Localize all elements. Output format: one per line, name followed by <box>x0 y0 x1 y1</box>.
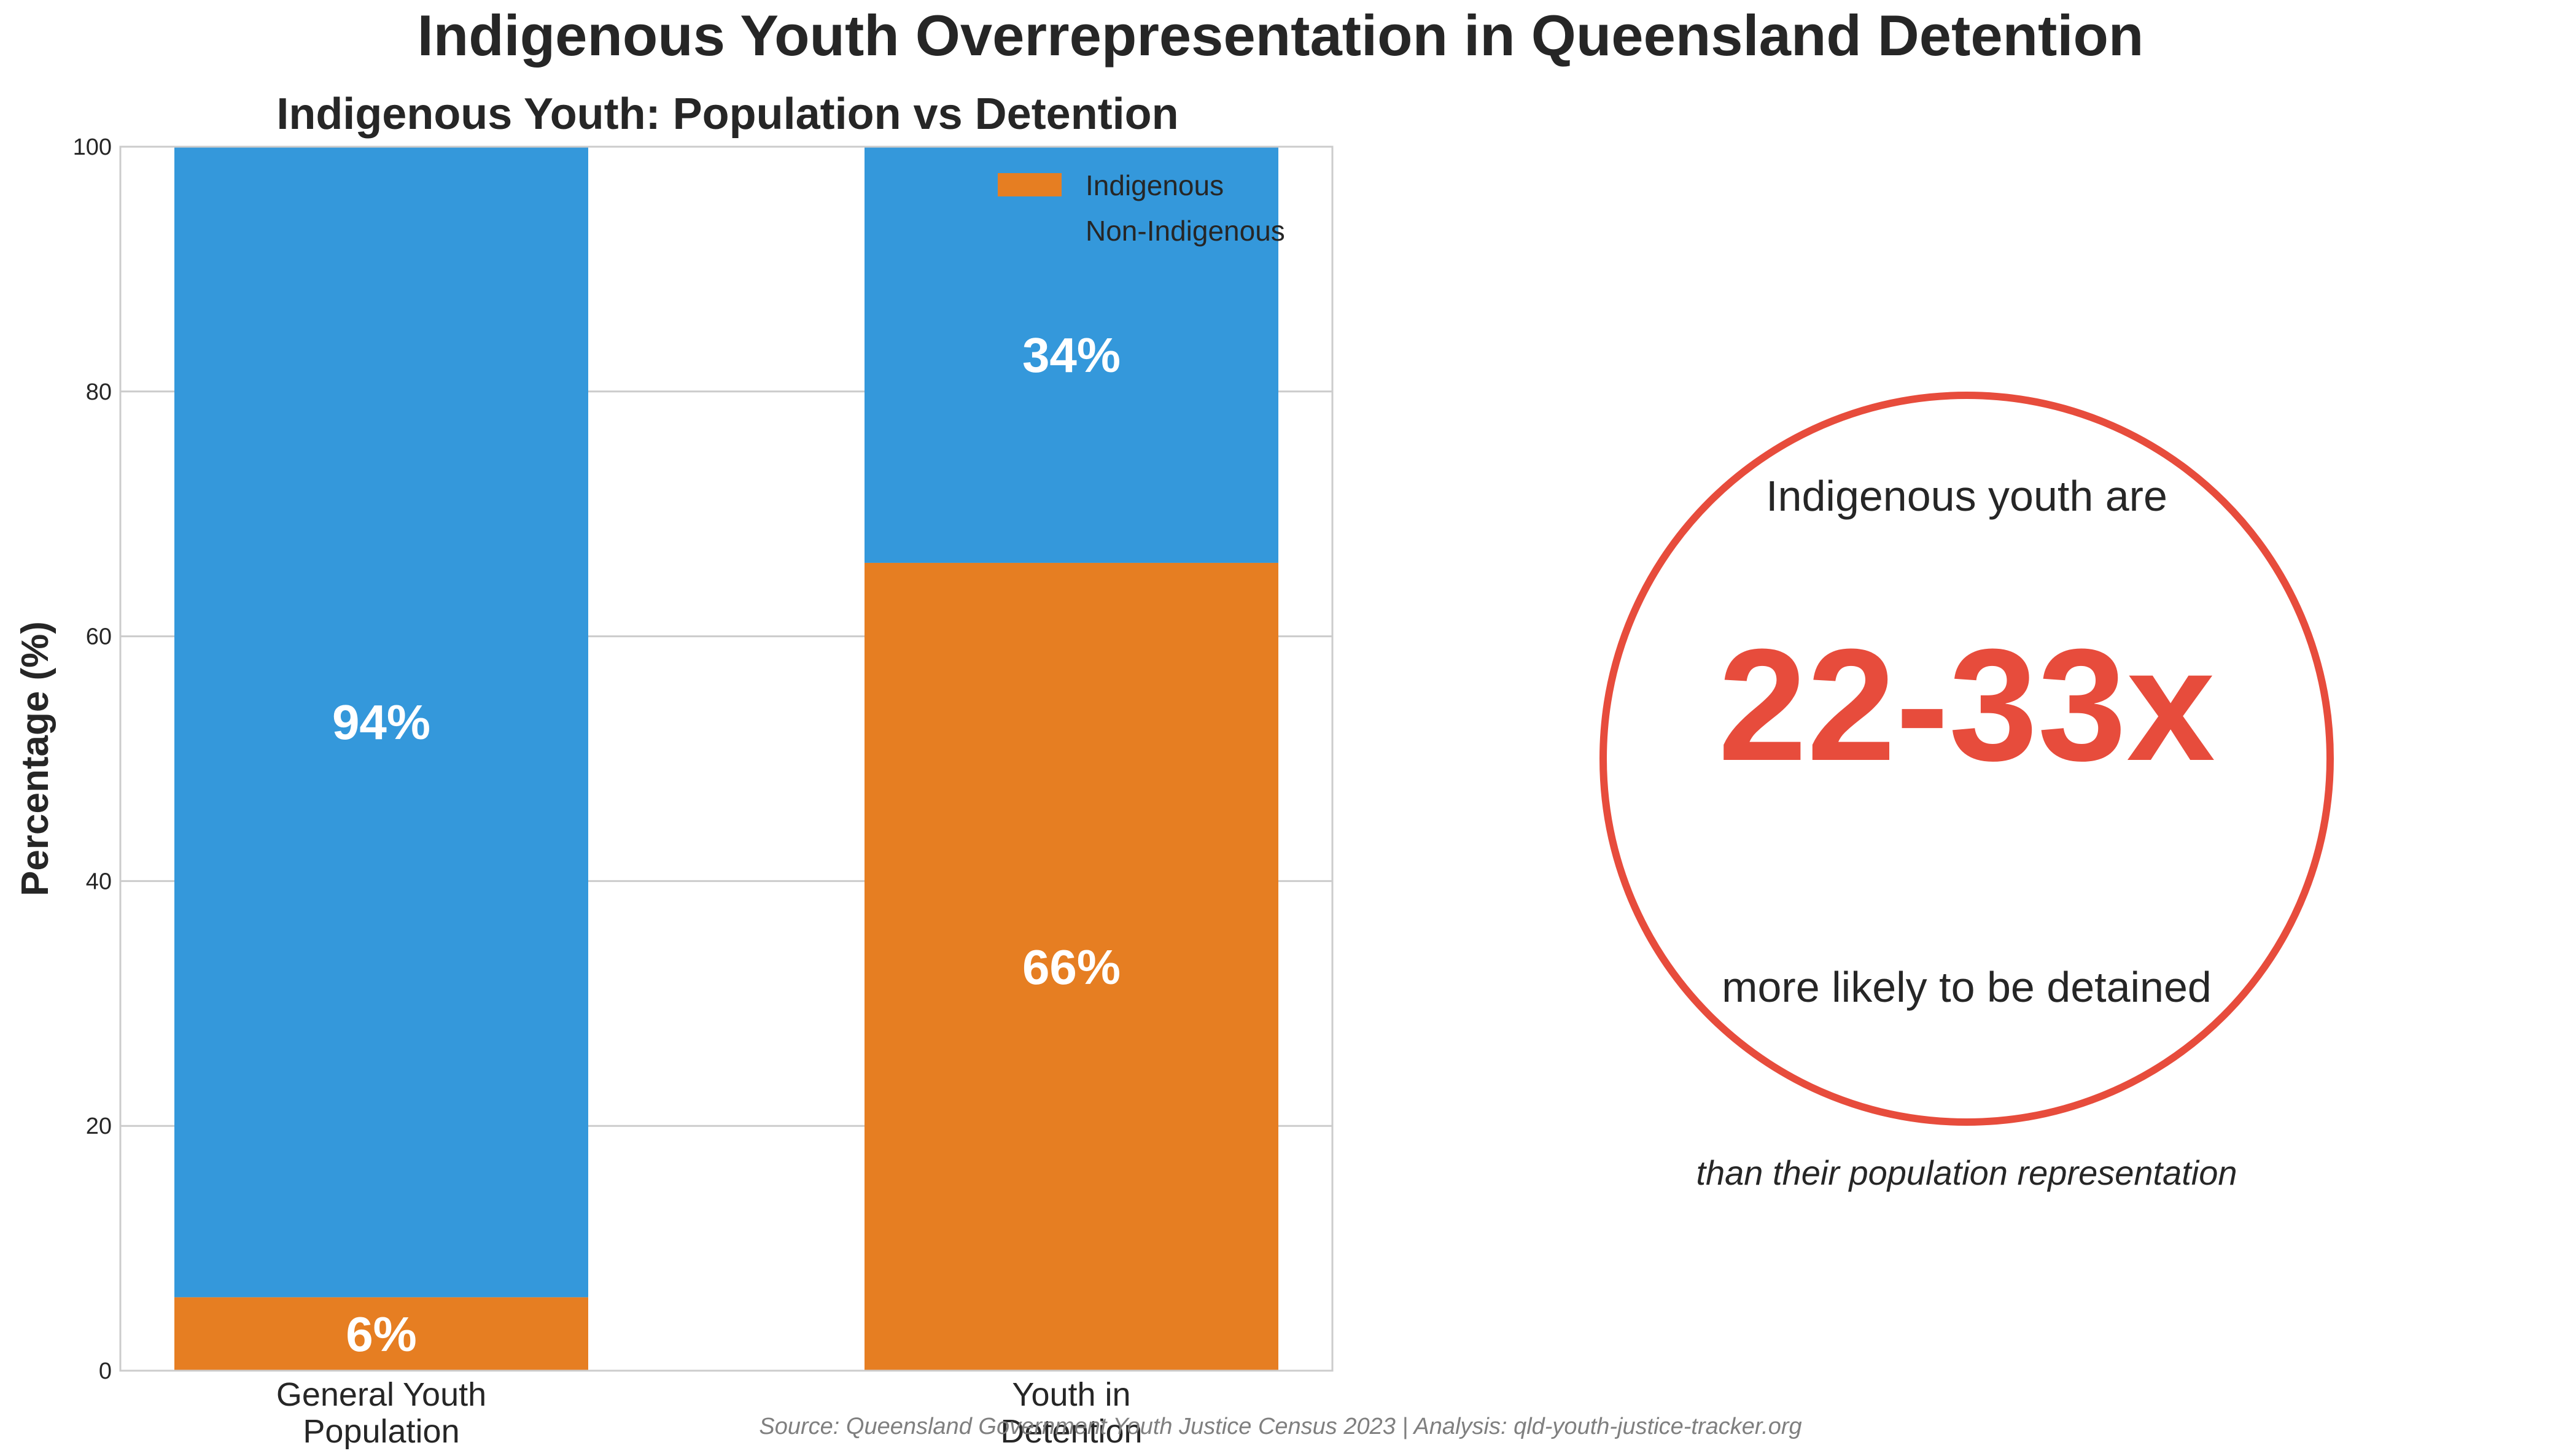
bar-segment <box>174 1297 588 1371</box>
bar-segment <box>865 147 1278 563</box>
callout-circle <box>1599 392 2334 1126</box>
y-tick-label: 80 <box>86 379 112 405</box>
bar-segment <box>174 147 588 1298</box>
bar-value-label: 94% <box>332 695 430 749</box>
legend-swatch-indigenous <box>998 173 1062 196</box>
y-tick-label: 0 <box>99 1358 112 1384</box>
y-axis-ticks: 0 20 40 60 80 100 <box>73 134 112 1384</box>
y-tick-label: 20 <box>86 1113 112 1139</box>
x-tick-label: General Youth Population <box>276 1376 486 1450</box>
callout-lead-text: Indigenous youth are <box>1766 472 2167 520</box>
y-tick-label: 60 <box>86 624 112 650</box>
bar-segment <box>865 562 1278 1371</box>
x-tick-label: Youth in Detention <box>1000 1376 1142 1450</box>
bar-value-label: 66% <box>1022 940 1121 994</box>
callout-footnote: than their population representation <box>1696 1153 2237 1192</box>
y-axis-label: Percentage (%) <box>14 621 56 896</box>
x-axis-ticks: General Youth Population Youth in Detention <box>276 1376 1143 1450</box>
y-tick-label: 100 <box>73 134 112 160</box>
bar-value-label: 6% <box>346 1307 417 1361</box>
overrepresentation-callout: Indigenous youth are 22-33x more likely … <box>1599 392 2334 1192</box>
figure-title: Indigenous Youth Overrepresentation in Q… <box>417 3 2144 68</box>
bar-value-labels: 6% 94% 66% 34% <box>332 328 1121 1361</box>
bar-value-label: 34% <box>1022 328 1121 382</box>
source-note: Source: Queensland Government Youth Just… <box>759 1414 1802 1439</box>
bars <box>174 147 1278 1371</box>
legend-label-indigenous: Indigenous <box>1086 169 1224 201</box>
callout-follow-text: more likely to be detained <box>1722 963 2212 1011</box>
y-tick-label: 40 <box>86 869 112 894</box>
chart-title: Indigenous Youth: Population vs Detentio… <box>276 90 1178 139</box>
legend: Indigenous Non-Indigenous <box>998 169 1285 247</box>
plot-frame <box>119 145 1334 1372</box>
legend-label-non-indigenous: Non-Indigenous <box>1086 215 1285 247</box>
callout-headline-value: 22-33x <box>1718 616 2216 794</box>
